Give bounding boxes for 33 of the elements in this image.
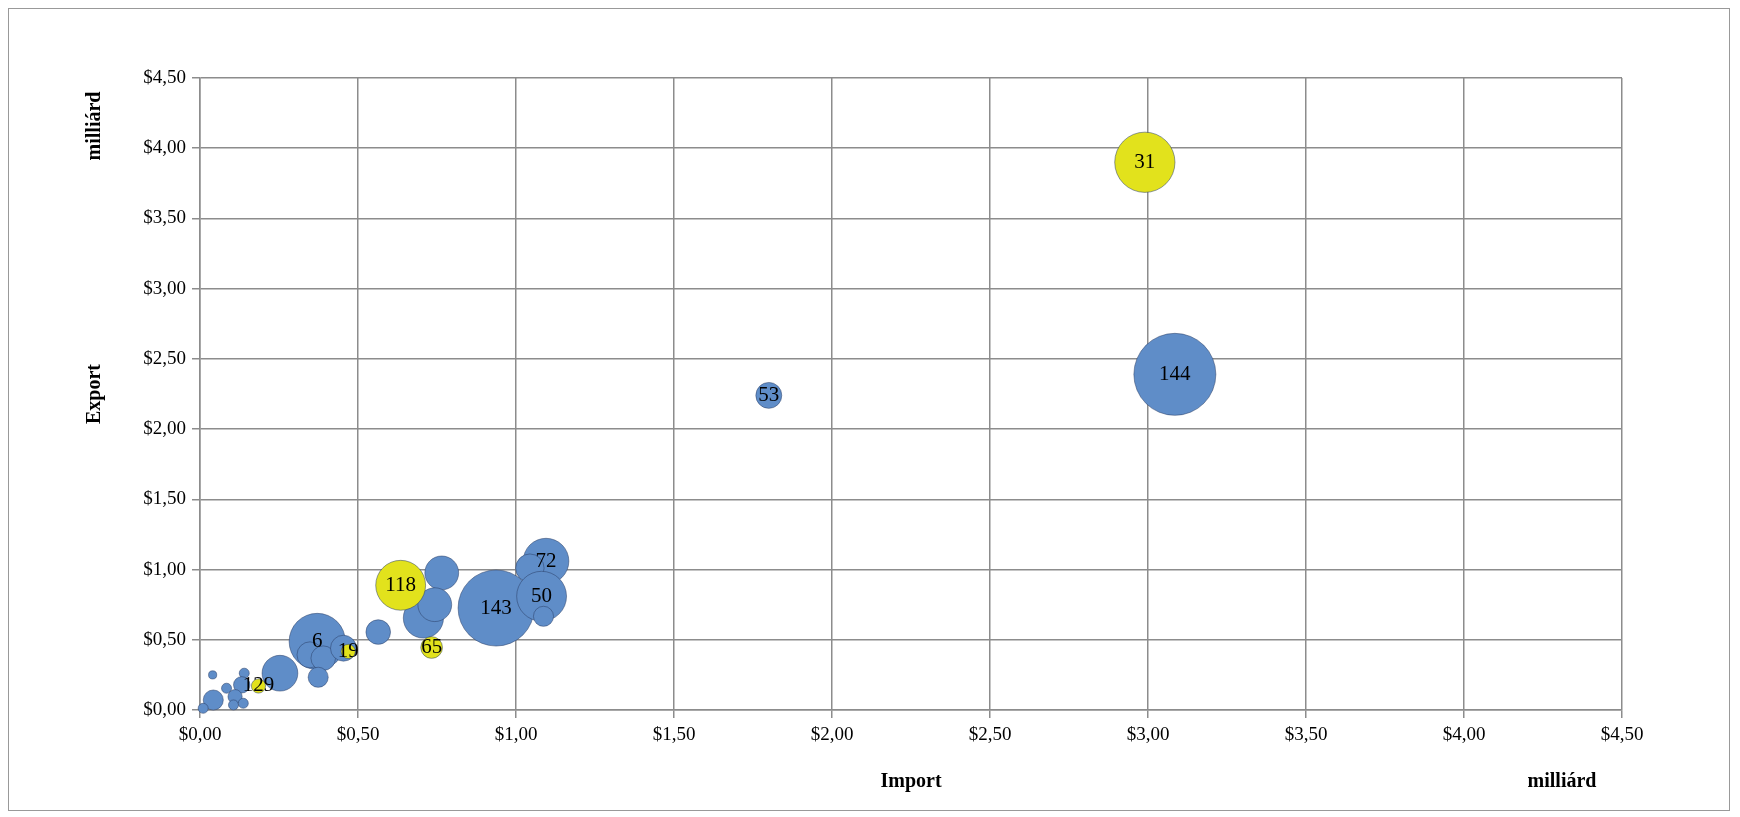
- y-tick-label: $3,00: [143, 276, 186, 298]
- y-tick-label: $1,00: [143, 557, 186, 579]
- annotation: 6: [311, 627, 323, 652]
- annotation: 143: [480, 594, 512, 619]
- y-tick-label: $0,00: [143, 697, 186, 719]
- x-axis-title: Import: [880, 769, 942, 793]
- x-tick-label: $1,00: [494, 723, 538, 745]
- annotation: 118: [385, 571, 417, 596]
- x-tick-label: $1,50: [652, 723, 696, 745]
- annotation: 72: [535, 547, 557, 572]
- x-tick-label: $3,00: [1126, 723, 1170, 745]
- annotation: 144: [1159, 360, 1192, 385]
- x-tick-label: $3,50: [1284, 723, 1328, 745]
- annotation: 50: [531, 582, 553, 607]
- y-tick-label: $2,50: [143, 346, 186, 368]
- annotation: 31: [1134, 148, 1156, 173]
- x-tick-label: $2,00: [810, 723, 854, 745]
- x-tick-label: $2,50: [968, 723, 1012, 745]
- y-tick-label: $4,50: [143, 65, 186, 87]
- y-tick-label: $0,50: [143, 627, 186, 649]
- annotation: 53: [758, 381, 780, 406]
- y-tick-label: $3,50: [143, 206, 186, 228]
- x-tick-label: $4,50: [1600, 723, 1644, 745]
- text: milliárd: [1527, 769, 1597, 792]
- x-tick-label: $0,50: [336, 723, 380, 745]
- annotation: 65: [421, 634, 443, 659]
- y-tick-label: $1,50: [143, 487, 186, 509]
- x-tick-label: $0,00: [178, 723, 222, 745]
- x-tick-label: $4,00: [1442, 723, 1486, 745]
- y-tick-label: $4,00: [143, 136, 186, 158]
- text: milliárd: [82, 91, 105, 161]
- y-tick-label: $2,00: [143, 417, 186, 439]
- y-axis-title: Export: [82, 363, 106, 424]
